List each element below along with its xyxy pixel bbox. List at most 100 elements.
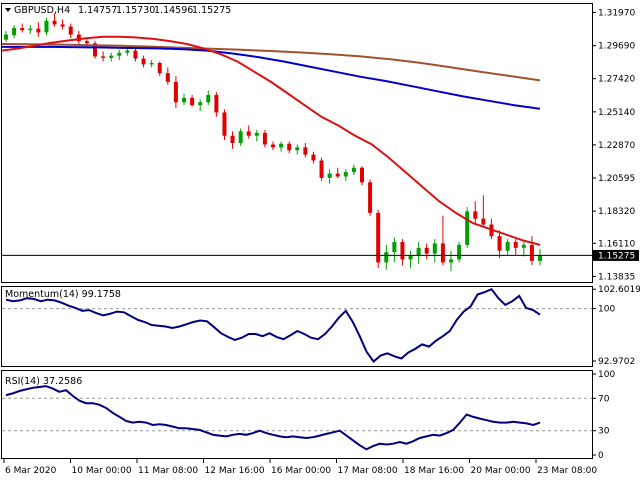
rsi-label: RSI(14) 37.2586 <box>5 376 82 387</box>
price-tick-label: 1.29690 <box>598 42 635 52</box>
time-tick-label: 20 Mar 00:00 <box>471 466 531 476</box>
candle-body <box>295 147 300 151</box>
moving-average-brown <box>1 43 541 82</box>
price-axis: 1.31970 1.29690 1.27420 1.25140 1.22870 1.205… <box>592 8 635 282</box>
price-tick-label: 1.22870 <box>598 141 635 151</box>
price-tick-label: 1.25140 <box>598 108 635 118</box>
momentum-axis: 102.6019 100 92.9702 <box>2 285 640 367</box>
candle-body <box>125 50 130 53</box>
momentum-tick-label: 92.9702 <box>598 357 635 367</box>
candle-body <box>20 28 25 31</box>
candle-body <box>246 131 251 136</box>
time-tick-label: 23 Mar 08:00 <box>537 466 597 476</box>
candle-body <box>4 34 8 40</box>
candle-body <box>101 56 106 58</box>
candle-body <box>157 62 162 74</box>
candle-body <box>351 167 356 173</box>
candle-body <box>206 94 211 103</box>
candle-body <box>368 182 373 213</box>
price-tick-label: 1.20595 <box>598 174 635 184</box>
time-tick-label: 16 Mar 00:00 <box>271 466 331 476</box>
time-axis: 6 Mar 2020 10 Mar 00:00 11 Mar 08:00 12 Mar… <box>3 459 597 476</box>
candlesticks <box>4 13 542 272</box>
candle-body <box>133 50 138 59</box>
rsi-line <box>5 385 541 451</box>
candle-body <box>335 173 340 177</box>
candle-body <box>400 241 405 260</box>
candle-body <box>173 81 178 103</box>
candle-body <box>60 24 65 27</box>
candle-body <box>238 131 243 143</box>
candle-body <box>182 97 186 103</box>
candle-body <box>319 160 324 178</box>
candle-body <box>481 218 486 225</box>
candle-body <box>343 172 348 177</box>
candle-body <box>513 241 518 248</box>
time-tick-label: 10 Mar 00:00 <box>72 466 132 476</box>
price-tick-label: 1.13835 <box>598 272 635 282</box>
rsi-panel-frame <box>1 370 593 459</box>
momentum-panel-frame <box>1 286 593 367</box>
time-tick-label: 18 Mar 16:00 <box>404 466 464 476</box>
symbol-timeframe: GBPUSD,H4 <box>14 5 70 16</box>
current-price-box <box>593 249 639 261</box>
price-tick-label: 1.16110 <box>598 239 635 249</box>
candle-body <box>303 147 308 155</box>
price-tick-label: 1.18320 <box>598 207 635 217</box>
candle-body <box>505 241 510 251</box>
candle-body <box>36 28 41 33</box>
rsi-axis: 100 70 30 0 <box>2 370 615 461</box>
candle-body <box>190 97 195 106</box>
candle-body <box>262 132 267 145</box>
candle-body <box>222 112 227 136</box>
candle-body <box>473 211 478 219</box>
collapse-triangle-icon[interactable] <box>5 8 11 12</box>
candle-body <box>76 34 81 42</box>
time-tick-label: 17 Mar 08:00 <box>338 466 398 476</box>
candle-body <box>12 28 17 36</box>
candle-body <box>392 241 397 253</box>
candle-body <box>28 28 33 31</box>
candle-body <box>449 259 453 263</box>
candle-body <box>538 255 542 261</box>
ohlc-high: 1.15730 <box>116 5 155 16</box>
candle-body <box>214 94 219 113</box>
candle-body <box>271 144 275 148</box>
candle-body <box>279 143 284 148</box>
candle-body <box>52 20 57 25</box>
rsi-tick-label: 30 <box>598 427 610 437</box>
candle-body <box>376 212 381 263</box>
moving-average-red <box>1 35 541 246</box>
moving-average-blue <box>2 45 541 110</box>
momentum-tick-label: 102.6019 <box>598 285 640 295</box>
candle-body <box>165 73 170 82</box>
candle-body <box>230 135 235 143</box>
momentum-line <box>5 287 541 363</box>
candle-body <box>93 43 97 57</box>
candle-body <box>109 55 114 58</box>
momentum-label: Momentum(14) 99.1758 <box>5 289 121 300</box>
price-tick-label: 1.31970 <box>598 8 635 18</box>
candle-body <box>384 252 389 263</box>
candle-body <box>254 132 259 136</box>
rsi-tick-label: 0 <box>598 451 604 461</box>
time-tick-label: 11 Mar 08:00 <box>138 466 198 476</box>
candle-body <box>432 243 437 254</box>
candle-body <box>497 236 502 251</box>
price-tick-label: 1.27420 <box>598 75 635 85</box>
candle-body <box>198 102 203 106</box>
candle-body <box>457 244 462 260</box>
rsi-tick-label: 70 <box>598 394 610 404</box>
current-price-label: 1.15275 <box>598 251 635 261</box>
candle-body <box>521 244 526 248</box>
candle-body <box>529 244 534 261</box>
candle-body <box>84 41 89 44</box>
candle-body <box>465 211 470 245</box>
price-panel-frame <box>1 3 593 283</box>
ohlc-open: 1.14757 <box>78 5 117 16</box>
momentum-tick-label: 100 <box>598 305 615 315</box>
time-tick-label: 6 Mar 2020 <box>5 466 57 476</box>
ohlc-low: 1.14596 <box>154 5 193 16</box>
candle-body <box>141 58 146 65</box>
